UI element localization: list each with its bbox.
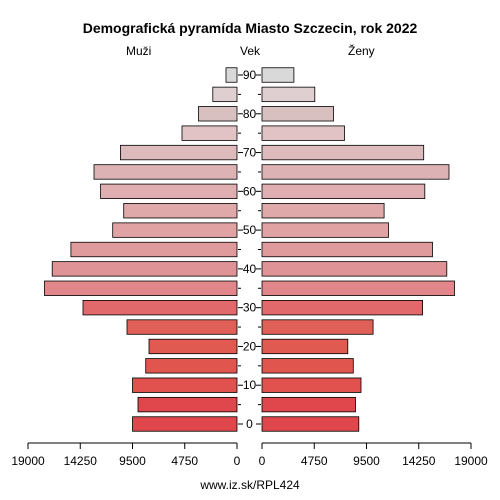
age-tick-label-40: 40: [243, 262, 257, 276]
bar-female-70: [261, 144, 425, 161]
bar-male-85: [212, 86, 238, 103]
bar-male-15: [145, 358, 238, 374]
bar-female-50: [261, 222, 389, 238]
bar-male-25: [126, 319, 238, 335]
x-tick-label-right-4750: 4750: [301, 454, 328, 468]
bar-male-35: [44, 280, 238, 296]
bar-male-40: [51, 261, 238, 277]
bar-female-75: [261, 125, 345, 141]
age-tick-label-0: 0: [246, 417, 253, 431]
bar-female-85: [261, 86, 316, 103]
age-axis-label: Vek: [240, 44, 261, 58]
x-tick-label-left-19000: 19000: [11, 454, 45, 468]
bar-female-30: [261, 300, 424, 316]
age-tick-label-50: 50: [243, 223, 257, 237]
bar-female-0: [261, 416, 360, 432]
age-tick-label-80: 80: [243, 107, 257, 121]
bar-male-0: [132, 416, 238, 432]
bar-female-40: [261, 261, 448, 277]
bar-male-45: [70, 241, 238, 258]
bar-male-80: [198, 106, 238, 122]
x-tick-label-right-0: 0: [259, 454, 266, 468]
bar-female-60: [261, 183, 426, 199]
bar-male-65: [93, 164, 238, 180]
bar-female-45: [261, 241, 433, 258]
x-tick-label-left-4750: 4750: [171, 454, 198, 468]
x-tick-label-right-14250: 14250: [402, 454, 436, 468]
bar-male-30: [82, 300, 238, 316]
age-tick-label-90: 90: [243, 68, 257, 82]
bar-female-90: [261, 67, 295, 83]
bar-female-20: [261, 338, 349, 355]
footer-source: www.iz.sk/RPL424: [200, 478, 300, 492]
age-tick-label-60: 60: [243, 184, 257, 198]
bar-male-20: [148, 338, 238, 355]
bar-female-80: [261, 106, 334, 122]
age-tick-label-70: 70: [243, 146, 257, 160]
chart-title: Demografická pyramída Miasto Szczecin, r…: [82, 20, 418, 36]
bar-female-10: [261, 377, 362, 393]
bar-male-75: [181, 125, 238, 141]
bar-female-55: [261, 203, 385, 219]
bar-male-60: [100, 183, 238, 199]
age-tick-label-20: 20: [243, 339, 257, 353]
bar-female-65: [261, 164, 450, 180]
bar-male-55: [123, 203, 238, 219]
x-tick-label-left-0: 0: [234, 454, 241, 468]
bar-male-10: [132, 377, 238, 393]
x-tick-label-right-19000: 19000: [454, 454, 488, 468]
bar-male-50: [112, 222, 238, 238]
x-tick-label-right-9500: 9500: [353, 454, 380, 468]
bar-female-25: [261, 319, 374, 335]
bar-male-70: [120, 144, 238, 161]
age-tick-label-10: 10: [243, 378, 257, 392]
left-series-label: Muži: [126, 44, 152, 58]
x-tick-label-left-9500: 9500: [119, 454, 146, 468]
x-tick-label-left-14250: 14250: [64, 454, 98, 468]
age-tick-label-30: 30: [243, 301, 257, 315]
bar-male-5: [137, 396, 238, 413]
bar-female-15: [261, 358, 354, 374]
right-series-label: Ženy: [348, 44, 375, 58]
bar-female-35: [261, 280, 455, 296]
bar-male-90: [225, 67, 238, 83]
bar-female-5: [261, 396, 356, 413]
